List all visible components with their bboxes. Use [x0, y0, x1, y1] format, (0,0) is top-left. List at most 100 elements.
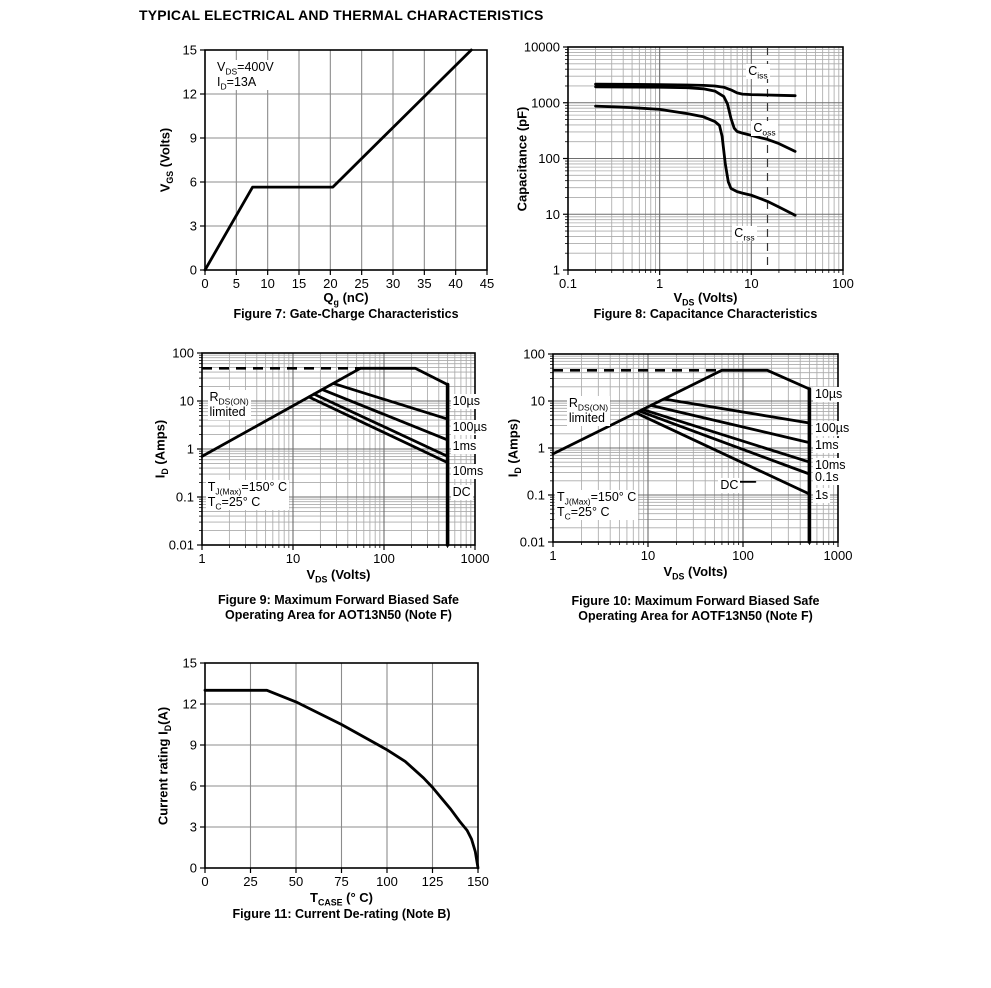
figure-caption: Figure 7: Gate-Charge Characteristics — [233, 307, 459, 321]
y-tick-label: 0.1 — [527, 488, 545, 503]
x-tick-label: 5 — [233, 276, 240, 291]
figure-caption: Figure 10: Maximum Forward Biased Safe O… — [571, 594, 820, 623]
annotation-label-1ms: 1ms — [450, 439, 479, 455]
axis-ticks: 1 10 100 1000 0.01 0.1 1 10 100 — [169, 346, 490, 567]
y-axis-title: Current rating ID(A) — [155, 706, 174, 825]
x-tick-label: 50 — [289, 874, 303, 889]
y-tick-label: 9 — [190, 738, 197, 753]
x-axis-title: VDS (Volts) — [663, 564, 728, 582]
x-axis-title: VDS (Volts) — [673, 290, 738, 308]
y-tick-label: 10 — [531, 394, 545, 409]
page-title: TYPICAL ELECTRICAL AND THERMAL CHARACTER… — [139, 7, 544, 23]
y-tick-label: 12 — [183, 87, 197, 102]
x-tick-label: 25 — [243, 874, 257, 889]
series-t-1s — [635, 411, 811, 496]
y-tick-label: 10 — [180, 394, 194, 409]
y-tick-label: 1000 — [531, 95, 560, 110]
x-tick-label: 0.1 — [559, 276, 577, 291]
x-tick-label: 100 — [732, 548, 754, 563]
figure-capacitance: Figure 8: Capacitance Characteristics 0.… — [498, 38, 888, 335]
annotation-label-10us: 10µs — [450, 393, 482, 409]
annotation-coss-label: Coss — [751, 121, 778, 138]
x-tick-label: 125 — [422, 874, 444, 889]
x-tick-label: 0 — [201, 276, 208, 291]
annotation-label-1ms: 1ms — [812, 438, 841, 454]
x-tick-label: 30 — [386, 276, 400, 291]
annotation-rds-limited-label: RDS(ON) limited — [566, 396, 611, 427]
x-tick-label: 40 — [448, 276, 462, 291]
fig10-plot-svg: 1 10 100 1000 0.01 0.1 1 10 100 — [520, 347, 853, 564]
series-t-1ms — [650, 404, 811, 444]
series-t-10ms — [312, 392, 450, 458]
axis-ticks: 1 10 100 1000 0.01 0.1 1 10 100 — [520, 347, 853, 564]
y-tick-label: 0.01 — [169, 538, 194, 553]
y-tick-label: 100 — [538, 151, 560, 166]
y-tick-label: 1 — [538, 441, 545, 456]
series-coss — [594, 85, 797, 153]
y-tick-label: 100 — [172, 346, 194, 361]
y-tick-label: 6 — [190, 779, 197, 794]
x-tick-label: 150 — [467, 874, 489, 889]
x-tick-label: 10 — [286, 551, 300, 566]
annotation-crss-label: Crss — [732, 225, 757, 243]
x-tick-label: 1 — [549, 548, 556, 563]
x-tick-label: 75 — [334, 874, 348, 889]
x-tick-label: 10 — [744, 276, 758, 291]
x-tick-label: 1 — [198, 551, 205, 566]
annotation-temp-conditions: TJ(Max)=150° C TC=25° C — [555, 489, 639, 522]
series-t-10us — [358, 366, 450, 386]
grid — [568, 47, 843, 270]
x-tick-label: 1000 — [824, 548, 853, 563]
x-tick-label: 10 — [641, 548, 655, 563]
y-axis-title: VGS (Volts) — [157, 127, 176, 193]
figure-current-derating: Figure 11: Current De-rating (Note B) 0 2… — [130, 650, 520, 950]
x-tick-label: 35 — [417, 276, 431, 291]
annotation-label-1s: 1s — [812, 488, 831, 504]
figure-caption: Figure 8: Capacitance Characteristics — [593, 307, 818, 321]
fig9-plot-svg: 1 10 100 1000 0.01 0.1 1 10 100 — [169, 346, 490, 567]
fig11-plot-svg: 0 25 50 75 100 125 150 0 3 6 9 12 15 — [183, 656, 489, 890]
x-tick-label: 1 — [656, 276, 663, 291]
y-axis-title: ID (Amps) — [152, 419, 171, 479]
y-tick-label: 10 — [546, 207, 560, 222]
series-t-dc — [307, 395, 450, 464]
series-current-derating — [203, 688, 480, 870]
axis-ticks: 0 25 50 75 100 125 150 0 3 6 9 12 15 — [183, 656, 489, 890]
series-vgs-gate-charge — [203, 48, 473, 272]
annotation-label-dc: DC — [718, 477, 741, 493]
y-tick-label: 15 — [183, 656, 197, 671]
y-tick-label: 12 — [183, 697, 197, 712]
x-tick-label: 45 — [480, 276, 494, 291]
series-t-1ms — [320, 388, 450, 442]
figure-caption: Figure 11: Current De-rating (Note B) — [232, 907, 451, 921]
x-tick-label: 20 — [323, 276, 337, 291]
annotation-label-100us: 100µs — [450, 420, 489, 436]
figure-caption: Figure 9: Maximum Forward Biased Safe Op… — [217, 593, 460, 622]
y-tick-label: 15 — [183, 43, 197, 58]
x-tick-label: 10 — [260, 276, 274, 291]
x-axis-title: Qg (nC) — [323, 290, 369, 308]
x-axis-title: VDS (Volts) — [306, 567, 371, 585]
plot-frame — [204, 49, 488, 271]
annotation-label-dc: DC — [450, 485, 473, 501]
series-t-100us — [332, 382, 450, 421]
x-tick-label: 1000 — [461, 551, 490, 566]
annotation-label-10ms: 10ms — [450, 464, 486, 480]
annotation-label-10us: 10µs — [812, 386, 845, 402]
annotation-test-conditions: VDS=400V ID=13A — [215, 60, 276, 92]
annotation-label-0p1s: 0.1s — [812, 470, 841, 486]
series-crss — [594, 104, 797, 217]
x-tick-label: 0 — [201, 874, 208, 889]
annotation-ciss-label: Ciss — [746, 63, 770, 81]
y-tick-label: 0.1 — [176, 490, 194, 505]
series-t-10ms — [642, 408, 811, 464]
annotation-rds-limited-label: RDS(ON) limited — [207, 389, 251, 420]
annotation-temp-conditions: TJ(Max)=150° C TC=25° C — [205, 480, 290, 512]
y-tick-label: 3 — [190, 219, 197, 234]
figure-gate-charge: Figure 7: Gate-Charge Characteristics 0 5… — [130, 40, 515, 335]
x-tick-label: 100 — [376, 874, 398, 889]
x-tick-label: 15 — [292, 276, 306, 291]
y-tick-label: 0 — [190, 263, 197, 278]
